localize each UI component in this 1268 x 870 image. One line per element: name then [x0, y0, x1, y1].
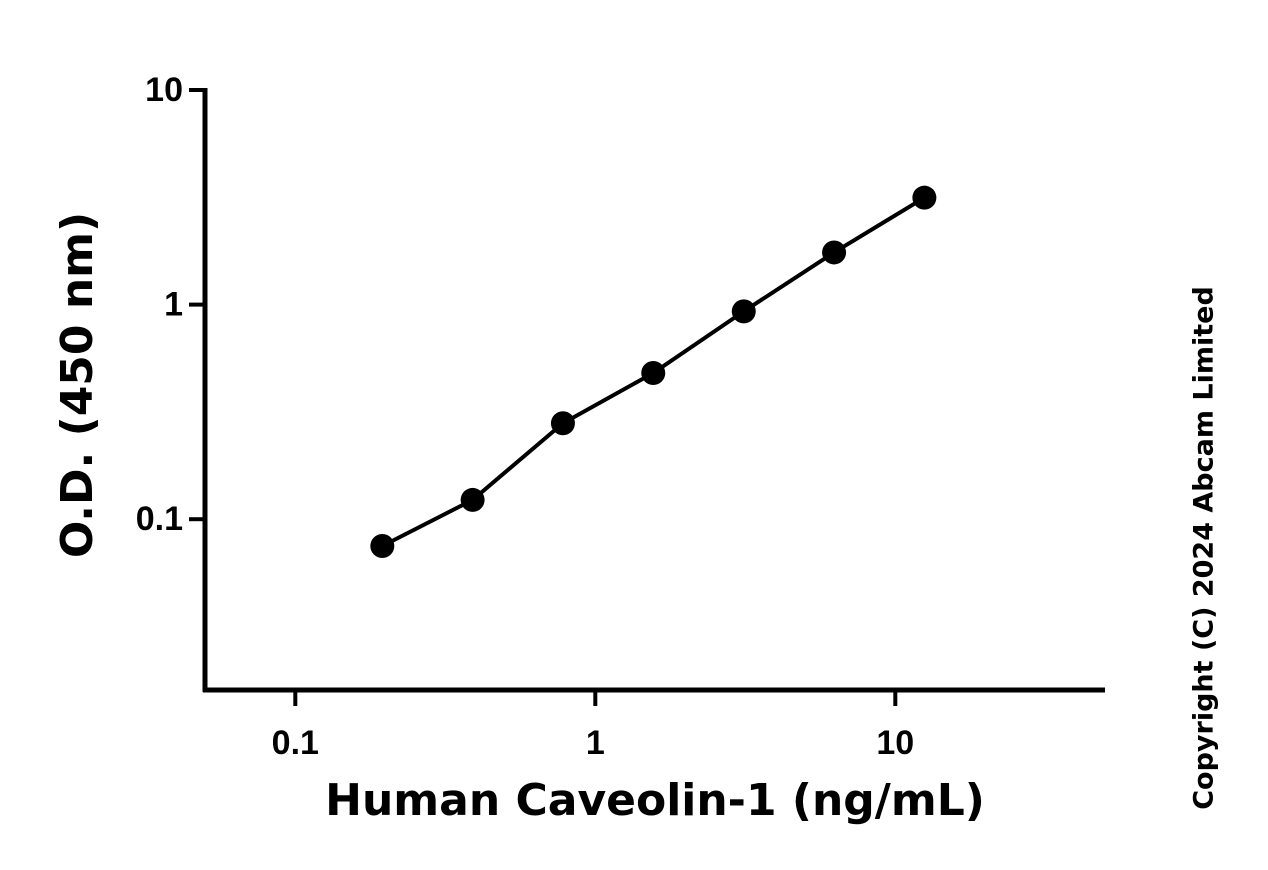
y-tick-label: 10	[145, 71, 183, 109]
data-point	[912, 185, 937, 210]
data-point	[731, 299, 756, 324]
data-point	[550, 411, 575, 436]
data-point	[641, 361, 666, 386]
x-tick-label: 0.1	[272, 724, 319, 762]
copyright: Copyright (C) 2024 Abcam Limited	[1189, 286, 1220, 810]
y-tick-label: 0.1	[136, 500, 183, 538]
x-tick-label: 1	[586, 724, 605, 762]
data-point	[460, 487, 485, 512]
x-tick-label: 10	[876, 724, 914, 762]
y-axis-title: O.D. (450 nm)	[52, 212, 103, 558]
data-point	[822, 240, 847, 265]
x-axis-title: Human Caveolin-1 (ng/mL)	[325, 775, 985, 826]
y-tick-label: 1	[164, 286, 183, 324]
data-point	[370, 534, 395, 559]
